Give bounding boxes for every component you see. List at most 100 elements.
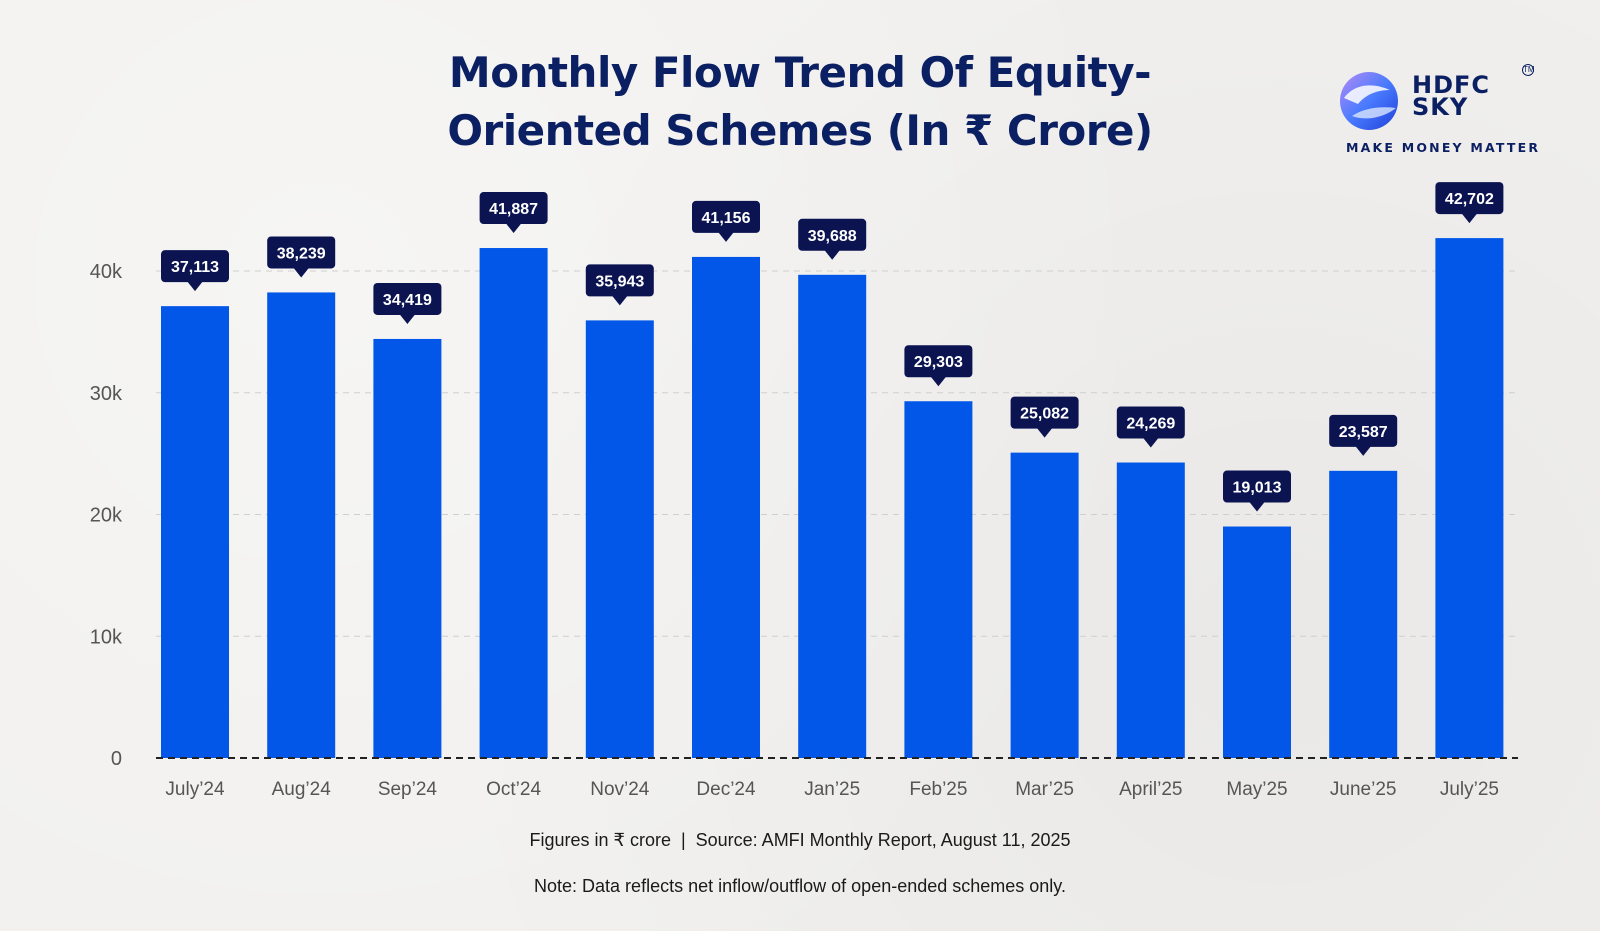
bar <box>692 256 760 758</box>
x-tick-label: Feb’25 <box>909 779 967 800</box>
value-label-text: 35,943 <box>595 273 644 290</box>
chart-title-line-1: Monthly Flow Trend Of Equity- <box>448 48 1152 97</box>
trademark-mark: TM <box>1522 64 1535 76</box>
value-label: 29,303 <box>904 345 973 387</box>
value-label-text: 29,303 <box>914 354 963 371</box>
value-label-pointer <box>1461 213 1478 224</box>
bar <box>1435 238 1504 758</box>
value-label-pointer <box>1142 437 1159 448</box>
value-label-box <box>161 250 229 283</box>
bar <box>161 306 229 758</box>
chart-title-line-2: Oriented Schemes (In ₹ Crore) <box>447 106 1153 155</box>
x-tick-label: Oct’24 <box>486 779 541 800</box>
value-label: 41,887 <box>479 192 548 234</box>
value-label-box <box>798 218 867 251</box>
value-label-box <box>1010 396 1079 429</box>
x-tick-label: Aug’24 <box>272 779 332 800</box>
x-tick-label: July’24 <box>165 779 225 800</box>
bar <box>1010 452 1079 758</box>
value-label-pointer <box>1036 427 1053 438</box>
value-label: 41,156 <box>692 200 760 242</box>
value-label-pointer <box>399 313 416 324</box>
y-tick-label: 20k <box>90 505 123 527</box>
bar <box>585 320 654 758</box>
y-tick-label: 40k <box>90 261 123 283</box>
value-label: 38,239 <box>267 236 336 278</box>
value-label-pointer <box>718 231 734 242</box>
x-tick-label: July’25 <box>1440 779 1499 800</box>
value-label-pointer <box>505 223 522 234</box>
x-tick-label: May’25 <box>1226 779 1287 800</box>
bar <box>1329 470 1398 758</box>
value-label-pointer <box>187 281 203 292</box>
value-label-box <box>479 192 548 225</box>
bar <box>1116 462 1185 758</box>
x-tick-label: Dec’24 <box>696 779 756 800</box>
value-label-text: 19,013 <box>1233 480 1282 497</box>
value-label-pointer <box>930 376 947 387</box>
value-label-text: 41,887 <box>489 201 538 218</box>
x-tick-label: June’25 <box>1330 779 1397 800</box>
source-note: Figures in ₹ crore | Source: AMFI Monthl… <box>529 830 1071 850</box>
value-label: 35,943 <box>585 264 654 306</box>
value-label-pointer <box>293 267 310 278</box>
bar <box>904 401 973 758</box>
value-label-text: 42,702 <box>1445 191 1494 208</box>
value-label-text: 41,156 <box>702 210 751 227</box>
y-tick-label: 30k <box>90 383 123 405</box>
value-label-pointer <box>1249 501 1265 512</box>
value-label-text: 37,113 <box>171 259 219 276</box>
chart-title: Monthly Flow Trend Of Equity- Oriented S… <box>380 44 1220 160</box>
x-tick-label: April’25 <box>1119 779 1182 800</box>
value-label: 23,587 <box>1329 414 1398 456</box>
bar <box>373 338 442 758</box>
value-label: 39,688 <box>798 218 867 260</box>
value-label-text: 23,587 <box>1339 424 1388 441</box>
value-label-box <box>904 345 973 378</box>
value-label: 34,419 <box>373 282 442 324</box>
value-label-text: 25,082 <box>1020 406 1069 423</box>
value-label-box <box>267 236 336 269</box>
value-label-text: 34,419 <box>383 292 432 309</box>
brand-name-line-1: HDFC <box>1412 71 1491 99</box>
bar <box>479 248 548 759</box>
x-axis-ticks: July’24 Aug’24 Sep’24 Oct’24 Nov’24 Dec’24 Jan… <box>165 779 1499 800</box>
y-tick-label: 10k <box>90 626 123 648</box>
value-label-pointer <box>824 249 841 260</box>
x-tick-label: Mar’25 <box>1015 779 1074 800</box>
bar <box>798 274 867 758</box>
value-label-pointer <box>1355 445 1372 456</box>
value-label: 42,702 <box>1435 182 1504 224</box>
brand-tagline: MAKE MONEY MATTER <box>1346 140 1541 155</box>
y-tick-label: 0 <box>111 748 122 770</box>
value-label-text: 38,239 <box>277 245 326 262</box>
value-label-pointer <box>611 295 628 306</box>
value-label-box <box>585 264 654 297</box>
bar <box>267 292 336 758</box>
x-tick-label: Sep’24 <box>378 779 438 800</box>
brand-name: HDFC SKY <box>1412 71 1491 121</box>
value-label: 25,082 <box>1010 396 1079 438</box>
value-labels: 37,113 38,239 34,419 41,887 35,943 41,156 39,6… <box>161 182 1504 512</box>
value-label-text: 24,269 <box>1126 416 1175 433</box>
brand-swirl-icon <box>1340 72 1398 130</box>
value-label-box <box>1116 406 1185 439</box>
value-label-box <box>373 282 442 315</box>
x-tick-label: Jan’25 <box>804 779 860 800</box>
value-label-box <box>1223 470 1291 503</box>
brand-logo: HDFC SKY TM MAKE MONEY MATTER <box>1338 64 1538 164</box>
value-label-text: 39,688 <box>808 228 857 245</box>
value-label-box <box>1329 414 1398 447</box>
bar <box>1223 526 1291 758</box>
value-label: 37,113 <box>161 250 229 292</box>
value-label-box <box>692 200 760 233</box>
brand-name-line-2: SKY <box>1412 93 1469 121</box>
x-tick-label: Nov’24 <box>590 779 650 800</box>
bars <box>161 238 1504 759</box>
value-label: 19,013 <box>1223 470 1291 512</box>
data-note: Note: Data reflects net inflow/outflow o… <box>534 876 1066 896</box>
y-axis-ticks: 0 10k 20k 30k 40k <box>90 261 123 770</box>
value-label-box <box>1435 182 1504 215</box>
